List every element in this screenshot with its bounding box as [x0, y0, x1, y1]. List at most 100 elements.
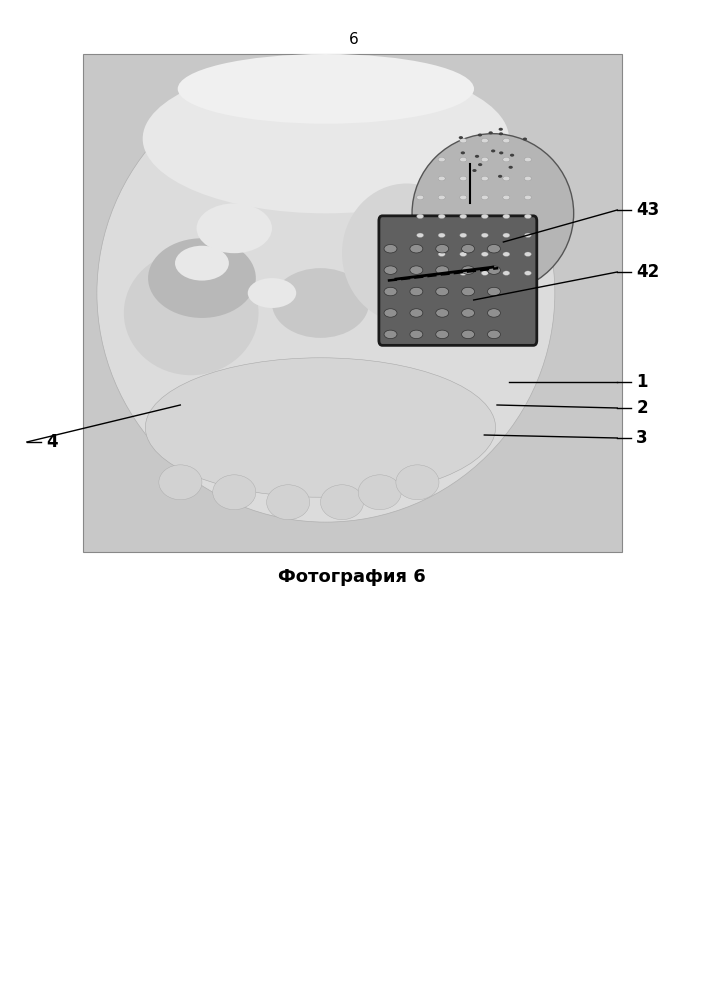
Ellipse shape: [525, 195, 532, 200]
Ellipse shape: [481, 214, 489, 219]
Text: 6: 6: [349, 32, 358, 47]
Ellipse shape: [503, 214, 510, 219]
Ellipse shape: [438, 252, 445, 256]
Ellipse shape: [438, 176, 445, 181]
Ellipse shape: [460, 157, 467, 162]
Ellipse shape: [460, 214, 467, 219]
Ellipse shape: [488, 266, 501, 274]
Ellipse shape: [498, 175, 502, 178]
Ellipse shape: [460, 176, 467, 181]
Ellipse shape: [148, 238, 256, 318]
Ellipse shape: [525, 233, 532, 238]
Ellipse shape: [499, 151, 503, 154]
Ellipse shape: [416, 195, 423, 200]
Ellipse shape: [213, 475, 256, 510]
Ellipse shape: [436, 309, 449, 317]
Ellipse shape: [525, 157, 532, 162]
Ellipse shape: [462, 266, 474, 274]
Ellipse shape: [503, 138, 510, 143]
Ellipse shape: [481, 138, 489, 143]
Ellipse shape: [247, 278, 296, 308]
Ellipse shape: [475, 155, 479, 158]
Ellipse shape: [412, 134, 573, 293]
Ellipse shape: [462, 330, 474, 339]
Ellipse shape: [438, 233, 445, 238]
Ellipse shape: [438, 271, 445, 275]
Ellipse shape: [503, 233, 510, 238]
Ellipse shape: [267, 485, 310, 520]
Ellipse shape: [416, 233, 423, 238]
Ellipse shape: [384, 330, 397, 339]
Ellipse shape: [460, 271, 467, 275]
Ellipse shape: [460, 252, 467, 256]
Ellipse shape: [478, 163, 482, 166]
Text: 4: 4: [46, 433, 57, 451]
Ellipse shape: [143, 64, 509, 213]
Text: 42: 42: [636, 263, 660, 281]
Ellipse shape: [436, 266, 449, 274]
Ellipse shape: [410, 266, 423, 274]
Ellipse shape: [436, 244, 449, 253]
Ellipse shape: [462, 244, 474, 253]
Ellipse shape: [488, 244, 501, 253]
Ellipse shape: [481, 157, 489, 162]
Ellipse shape: [177, 54, 474, 124]
Ellipse shape: [436, 287, 449, 296]
Ellipse shape: [489, 131, 493, 134]
Ellipse shape: [384, 266, 397, 274]
Text: Фотография 6: Фотография 6: [278, 568, 425, 586]
Ellipse shape: [503, 176, 510, 181]
Ellipse shape: [146, 358, 496, 497]
Ellipse shape: [503, 195, 510, 200]
Ellipse shape: [384, 287, 397, 296]
Ellipse shape: [498, 128, 503, 131]
Ellipse shape: [481, 233, 489, 238]
Ellipse shape: [438, 157, 445, 162]
Ellipse shape: [438, 195, 445, 200]
Ellipse shape: [503, 271, 510, 275]
Ellipse shape: [488, 330, 501, 339]
Ellipse shape: [503, 252, 510, 256]
Bar: [83, 54, 622, 552]
Ellipse shape: [478, 134, 482, 136]
Ellipse shape: [462, 309, 474, 317]
Ellipse shape: [342, 183, 472, 323]
Ellipse shape: [460, 195, 467, 200]
Ellipse shape: [272, 268, 369, 338]
Ellipse shape: [438, 214, 445, 219]
Text: 43: 43: [636, 201, 660, 219]
Ellipse shape: [522, 138, 527, 141]
Ellipse shape: [396, 465, 439, 500]
Ellipse shape: [358, 475, 402, 510]
Ellipse shape: [384, 244, 397, 253]
Text: 2: 2: [636, 399, 648, 417]
Ellipse shape: [416, 214, 423, 219]
Ellipse shape: [481, 252, 489, 256]
Ellipse shape: [460, 138, 467, 143]
Ellipse shape: [461, 151, 465, 154]
Ellipse shape: [525, 271, 532, 275]
Ellipse shape: [481, 271, 489, 275]
FancyBboxPatch shape: [379, 216, 537, 345]
Ellipse shape: [197, 203, 272, 253]
Ellipse shape: [460, 233, 467, 238]
Ellipse shape: [410, 287, 423, 296]
Ellipse shape: [97, 64, 555, 522]
Ellipse shape: [499, 132, 503, 135]
Ellipse shape: [320, 485, 363, 520]
Ellipse shape: [481, 195, 489, 200]
Ellipse shape: [488, 287, 501, 296]
Ellipse shape: [510, 154, 514, 157]
Ellipse shape: [508, 166, 513, 169]
Ellipse shape: [410, 244, 423, 253]
Ellipse shape: [462, 287, 474, 296]
Ellipse shape: [436, 330, 449, 339]
Ellipse shape: [410, 330, 423, 339]
Text: 3: 3: [636, 429, 648, 447]
Ellipse shape: [488, 309, 501, 317]
Ellipse shape: [503, 157, 510, 162]
Ellipse shape: [525, 252, 532, 256]
Ellipse shape: [159, 465, 202, 500]
Ellipse shape: [481, 176, 489, 181]
Ellipse shape: [525, 176, 532, 181]
